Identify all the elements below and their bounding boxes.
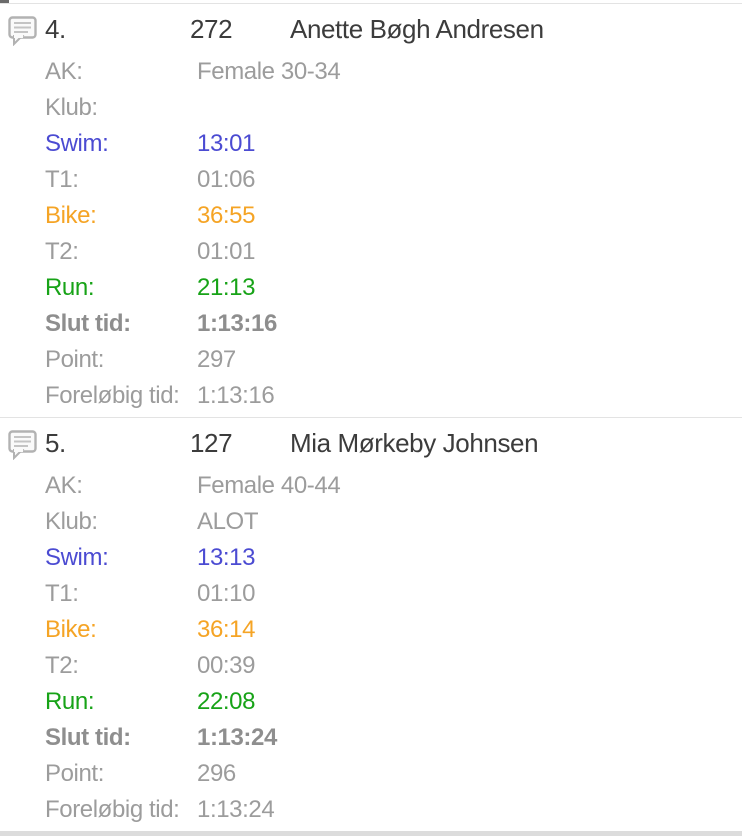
detail-label: T2:	[45, 238, 79, 265]
detail-label: T1:	[45, 166, 79, 193]
result-entry-header[interactable]: 5. 127 Mia Mørkeby Johnsen	[0, 418, 742, 468]
detail-label: Klub:	[45, 94, 98, 121]
entry-athlete-name: Mia Mørkeby Johnsen	[290, 427, 539, 458]
detail-label: AK:	[45, 58, 83, 85]
entry-athlete-name: Anette Bøgh Andresen	[290, 13, 544, 44]
detail-row-foreløbigtid: Foreløbig tid: 1:13:24	[0, 792, 742, 828]
detail-row-klub: Klub:	[0, 90, 742, 126]
detail-row-t1: T1: 01:10	[0, 576, 742, 612]
detail-value: Female 40-44	[197, 472, 341, 499]
comment-bubble-icon[interactable]	[8, 430, 37, 460]
detail-value: 22:08	[197, 688, 256, 715]
entry-bib-number: 272	[190, 13, 233, 44]
detail-value: 1:13:24	[197, 796, 275, 823]
detail-label: Swim:	[45, 544, 109, 571]
previous-row-sliver	[0, 0, 9, 3]
detail-row-t1: T1: 01:06	[0, 162, 742, 198]
detail-value: 01:10	[197, 580, 256, 607]
detail-label: Slut tid:	[45, 724, 131, 751]
detail-value: 1:13:24	[197, 724, 277, 751]
detail-label: Run:	[45, 688, 95, 715]
detail-row-ak: AK: Female 40-44	[0, 468, 742, 504]
detail-value: 13:13	[197, 544, 256, 571]
comment-bubble-icon[interactable]	[8, 16, 37, 46]
next-section-divider-bar	[0, 831, 742, 836]
detail-value: 1:13:16	[197, 382, 275, 409]
detail-row-t2: T2: 01:01	[0, 234, 742, 270]
detail-value: ALOT	[197, 508, 259, 535]
detail-value: 297	[197, 346, 236, 373]
detail-row-bike: Bike: 36:55	[0, 198, 742, 234]
detail-label: Bike:	[45, 616, 97, 643]
detail-value: 21:13	[197, 274, 256, 301]
detail-label: Foreløbig tid:	[45, 796, 180, 823]
detail-value: 296	[197, 760, 236, 787]
entry-rank: 5.	[45, 427, 66, 458]
detail-label: Point:	[45, 760, 104, 787]
detail-value: 01:06	[197, 166, 256, 193]
detail-label: T2:	[45, 652, 79, 679]
detail-value: 36:55	[197, 202, 256, 229]
detail-row-ak: AK: Female 30-34	[0, 54, 742, 90]
detail-row-sluttid: Slut tid: 1:13:24	[0, 720, 742, 756]
detail-value: Female 30-34	[197, 58, 341, 85]
result-entry: 5. 127 Mia Mørkeby Johnsen AK: Female 40…	[0, 417, 742, 831]
detail-value: 01:01	[197, 238, 256, 265]
detail-label: Point:	[45, 346, 104, 373]
result-entry-header[interactable]: 4. 272 Anette Bøgh Andresen	[0, 4, 742, 54]
detail-row-swim: Swim: 13:01	[0, 126, 742, 162]
detail-value: 13:01	[197, 130, 256, 157]
detail-row-klub: Klub: ALOT	[0, 504, 742, 540]
detail-value: 1:13:16	[197, 310, 277, 337]
detail-label: T1:	[45, 580, 79, 607]
detail-value: 00:39	[197, 652, 256, 679]
detail-row-point: Point: 297	[0, 342, 742, 378]
detail-row-point: Point: 296	[0, 756, 742, 792]
entry-rank: 4.	[45, 13, 66, 44]
detail-row-foreløbigtid: Foreløbig tid: 1:13:16	[0, 378, 742, 414]
detail-row-swim: Swim: 13:13	[0, 540, 742, 576]
detail-value: 36:14	[197, 616, 256, 643]
detail-label: Klub:	[45, 508, 98, 535]
detail-row-sluttid: Slut tid: 1:13:16	[0, 306, 742, 342]
detail-label: Run:	[45, 274, 95, 301]
detail-row-t2: T2: 00:39	[0, 648, 742, 684]
detail-row-run: Run: 21:13	[0, 270, 742, 306]
detail-row-bike: Bike: 36:14	[0, 612, 742, 648]
detail-label: Bike:	[45, 202, 97, 229]
detail-label: Foreløbig tid:	[45, 382, 180, 409]
detail-label: AK:	[45, 472, 83, 499]
detail-row-run: Run: 22:08	[0, 684, 742, 720]
detail-label: Slut tid:	[45, 310, 131, 337]
result-entry: 4. 272 Anette Bøgh Andresen AK: Female 3…	[0, 3, 742, 417]
entry-bib-number: 127	[190, 427, 233, 458]
detail-label: Swim:	[45, 130, 109, 157]
